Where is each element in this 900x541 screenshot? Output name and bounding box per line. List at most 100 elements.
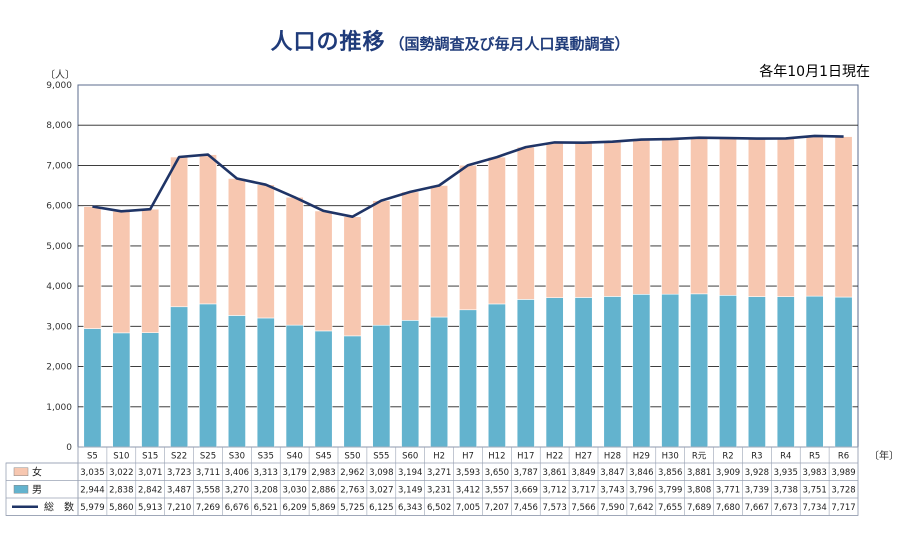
chart-title-block: 人口の推移 （国勢調査及び毎月人口異動調査） — [0, 24, 900, 56]
bar-male — [199, 303, 217, 448]
bar-male — [459, 309, 477, 448]
data-label: 7,573 — [542, 503, 566, 513]
bar-male — [256, 317, 275, 448]
bar-female — [603, 141, 622, 297]
y-tick-label: 6,000 — [46, 202, 72, 212]
bar-male — [430, 316, 449, 448]
bar-male — [112, 332, 131, 448]
bar-female — [459, 164, 477, 311]
data-label: 3,796 — [629, 485, 653, 495]
data-label: 3,846 — [629, 468, 653, 478]
data-label: 7,642 — [629, 503, 653, 513]
bar-male — [690, 293, 709, 448]
x-tick-label: S35 — [258, 452, 274, 462]
bar-female — [719, 137, 737, 296]
data-label: 5,913 — [138, 503, 162, 513]
x-tick-label: H29 — [633, 452, 650, 462]
x-tick-label: S55 — [373, 452, 389, 462]
data-label: 3,194 — [398, 468, 422, 478]
data-label: 3,847 — [600, 468, 624, 478]
bar-female — [632, 139, 651, 295]
bar-female — [430, 185, 449, 318]
data-label: 3,928 — [745, 468, 769, 478]
data-label: 5,725 — [340, 503, 364, 513]
bar-male — [170, 306, 189, 448]
data-label: 3,558 — [196, 485, 220, 495]
y-tick-label: 9,000 — [46, 81, 72, 91]
x-axis-unit: 〔年〕 — [869, 449, 899, 462]
bar-male — [314, 330, 333, 448]
data-label: 7,680 — [716, 503, 740, 513]
data-label: 3,669 — [514, 485, 538, 495]
bar-male — [661, 293, 680, 448]
data-label: 7,717 — [831, 503, 855, 513]
x-tick-label: S30 — [229, 452, 245, 462]
data-label: 7,590 — [600, 503, 624, 513]
bar-female — [690, 137, 709, 295]
bar-female — [574, 142, 593, 298]
data-label: 3,208 — [254, 485, 278, 495]
data-label: 3,406 — [225, 468, 249, 478]
data-label: 2,962 — [340, 468, 364, 478]
x-tick-label: R6 — [838, 452, 849, 462]
data-label: 3,861 — [542, 468, 566, 478]
x-tick-label: H2 — [433, 452, 445, 462]
bar-female — [834, 136, 853, 298]
x-tick-label: S10 — [113, 452, 129, 462]
data-label: 3,935 — [774, 468, 798, 478]
bar-female — [256, 184, 275, 319]
data-label: 3,751 — [802, 485, 826, 495]
bar-male — [776, 296, 795, 448]
data-label: 7,734 — [802, 503, 826, 513]
bar-male — [141, 332, 160, 448]
data-label: 5,869 — [311, 503, 335, 513]
data-label: 3,149 — [398, 485, 422, 495]
data-label: 3,799 — [658, 485, 682, 495]
x-tick-label: H22 — [546, 452, 563, 462]
bar-female — [661, 138, 680, 295]
bar-female — [83, 206, 102, 329]
data-label: 7,667 — [745, 503, 769, 513]
legend-key-male — [13, 485, 29, 494]
x-tick-label: R4 — [780, 452, 791, 462]
bar-female — [285, 196, 304, 326]
bar-male — [83, 328, 102, 448]
data-label: 3,909 — [716, 468, 740, 478]
data-label: 3,022 — [109, 468, 133, 478]
bar-male — [747, 296, 766, 448]
data-label: 3,787 — [514, 468, 538, 478]
data-label: 3,849 — [571, 468, 595, 478]
x-tick-label: R5 — [809, 452, 820, 462]
total-line — [92, 134, 844, 218]
bar-female — [747, 138, 766, 297]
data-label: 2,983 — [311, 468, 335, 478]
data-label: 3,738 — [774, 485, 798, 495]
data-label: 2,842 — [138, 485, 162, 495]
y-tick-label: 7,000 — [46, 161, 72, 171]
data-label: 2,886 — [311, 485, 335, 495]
data-label: 3,711 — [196, 468, 220, 478]
legend-label: 女 — [32, 465, 42, 478]
bar-female — [545, 142, 564, 298]
bar-male — [603, 296, 622, 448]
x-tick-label: S5 — [87, 452, 98, 462]
y-tick-label: 4,000 — [46, 282, 72, 292]
date-note: 各年10月1日現在 — [759, 64, 870, 80]
data-label: 6,209 — [282, 503, 306, 513]
bar-male — [834, 296, 853, 448]
data-label: 2,838 — [109, 485, 133, 495]
data-label: 3,650 — [485, 468, 509, 478]
bar-male — [487, 303, 506, 448]
bar-male — [719, 295, 737, 448]
data-label: 3,983 — [802, 468, 826, 478]
legend-label: 総 数 — [44, 500, 74, 513]
data-label: 3,557 — [485, 485, 509, 495]
bar-male — [805, 295, 824, 448]
data-label: 3,412 — [456, 485, 480, 495]
bar-male — [632, 294, 651, 448]
chart-title: 人口の推移 — [270, 30, 386, 55]
data-label: 3,808 — [687, 485, 711, 495]
bar-female — [141, 208, 160, 333]
data-label: 3,071 — [138, 468, 162, 478]
